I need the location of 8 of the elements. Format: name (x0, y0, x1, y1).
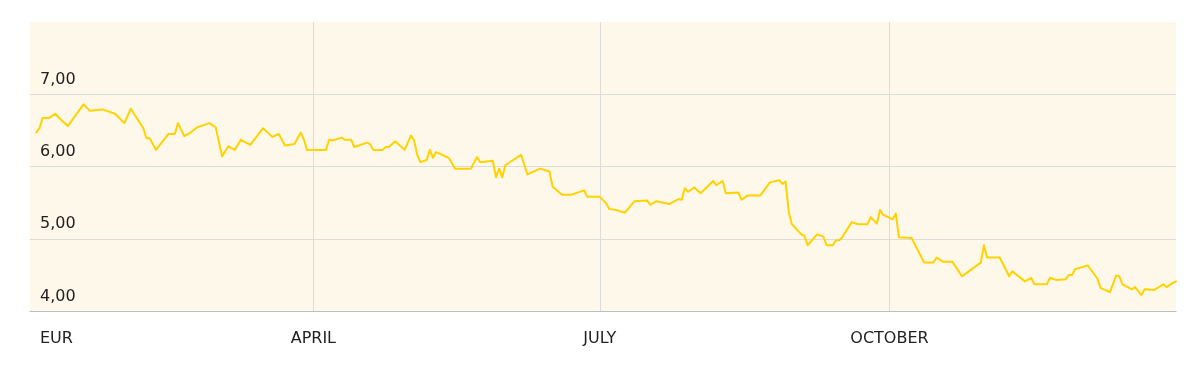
x-tick-label: OCTOBER (850, 327, 929, 347)
x-tick-label: JULY (582, 327, 617, 347)
y-tick-label: 6,00 (40, 141, 76, 160)
text: EUR (40, 327, 73, 347)
y-tick-label: 5,00 (40, 213, 76, 233)
y-tick-label: 7,00 (40, 68, 76, 88)
x-tick-label: APRIL (290, 327, 337, 347)
y-tick-label: 4,00 (40, 285, 76, 305)
